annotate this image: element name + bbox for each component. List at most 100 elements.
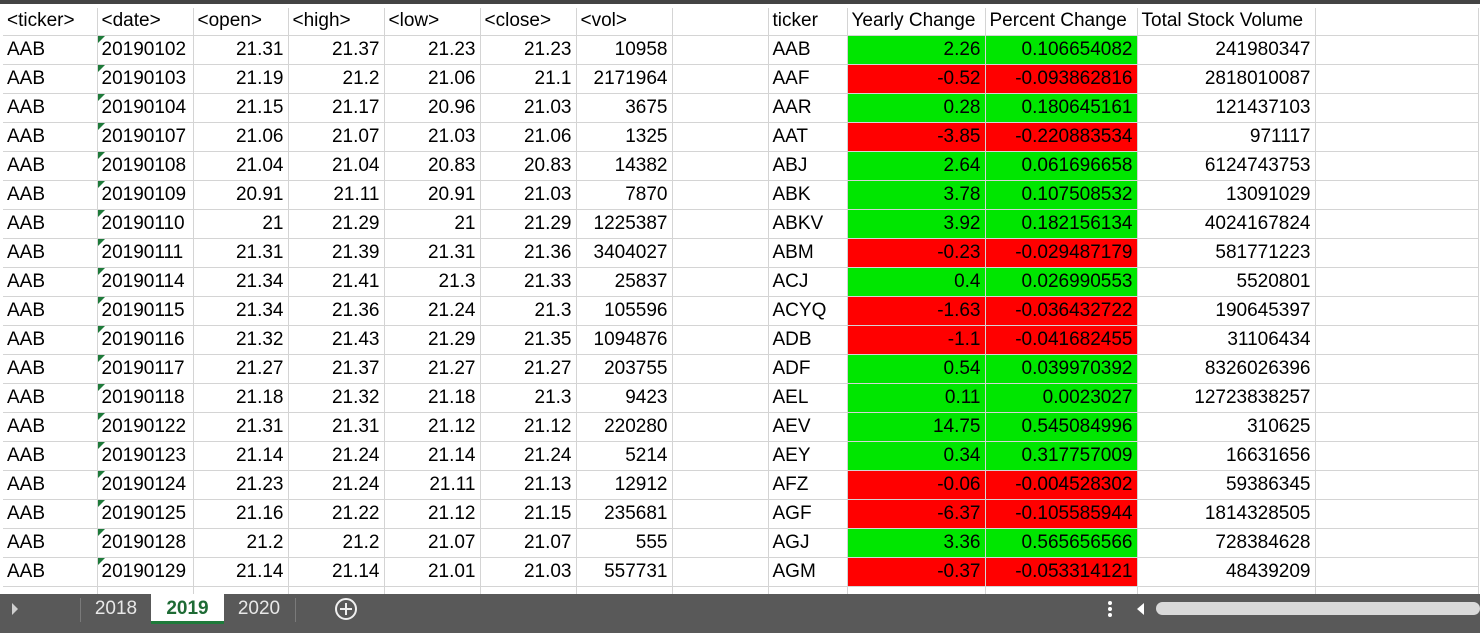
cell[interactable]: 21.12: [384, 412, 481, 442]
cell[interactable]: [768, 586, 848, 594]
cell[interactable]: 21.11: [288, 180, 385, 210]
column-header[interactable]: Yearly Change: [847, 8, 986, 36]
cell[interactable]: 21.3: [384, 267, 481, 297]
cell[interactable]: [1315, 412, 1479, 442]
cell[interactable]: [1315, 586, 1479, 594]
summary-cell[interactable]: 0.28: [847, 93, 986, 123]
summary-cell[interactable]: 59386345: [1137, 470, 1316, 500]
summary-cell[interactable]: 0.026990553: [985, 267, 1138, 297]
cell[interactable]: 7870: [576, 180, 673, 210]
summary-cell[interactable]: 0.061696658: [985, 151, 1138, 181]
summary-cell[interactable]: 0.0023027: [985, 383, 1138, 413]
cell[interactable]: [576, 586, 673, 594]
summary-cell[interactable]: 5520801: [1137, 267, 1316, 297]
cell[interactable]: AAB: [3, 325, 98, 355]
column-header[interactable]: <ticker>: [3, 8, 98, 36]
cell[interactable]: 21.27: [193, 354, 289, 384]
cell[interactable]: 20190103: [97, 64, 194, 94]
summary-cell[interactable]: ABK: [768, 180, 848, 210]
cell[interactable]: 557731: [576, 557, 673, 587]
summary-cell[interactable]: 121437103: [1137, 93, 1316, 123]
summary-cell[interactable]: -0.036432722: [985, 296, 1138, 326]
cell[interactable]: 21.34: [193, 296, 289, 326]
cell[interactable]: 1094876: [576, 325, 673, 355]
cell[interactable]: 20190125: [97, 499, 194, 529]
summary-cell[interactable]: 6124743753: [1137, 151, 1316, 181]
cell[interactable]: 21.06: [384, 64, 481, 94]
cell[interactable]: 20190115: [97, 296, 194, 326]
cell[interactable]: [672, 209, 769, 239]
cell[interactable]: [1315, 238, 1479, 268]
summary-cell[interactable]: 971117: [1137, 122, 1316, 152]
summary-cell[interactable]: 16631656: [1137, 441, 1316, 471]
cell[interactable]: 5214: [576, 441, 673, 471]
summary-cell[interactable]: 4024167824: [1137, 209, 1316, 239]
cell[interactable]: 21.07: [288, 122, 385, 152]
summary-cell[interactable]: -0.093862816: [985, 64, 1138, 94]
column-header[interactable]: <low>: [384, 8, 481, 36]
summary-cell[interactable]: AEV: [768, 412, 848, 442]
cell[interactable]: 21.04: [193, 151, 289, 181]
summary-cell[interactable]: AEY: [768, 441, 848, 471]
summary-cell[interactable]: -0.06: [847, 470, 986, 500]
summary-cell[interactable]: 14.75: [847, 412, 986, 442]
cell[interactable]: 1225387: [576, 209, 673, 239]
cell[interactable]: [672, 528, 769, 558]
cell[interactable]: [1315, 35, 1479, 65]
cell[interactable]: [672, 35, 769, 65]
column-header[interactable]: <open>: [193, 8, 289, 36]
column-header[interactable]: <high>: [288, 8, 385, 36]
summary-cell[interactable]: AGJ: [768, 528, 848, 558]
summary-cell[interactable]: ADF: [768, 354, 848, 384]
summary-cell[interactable]: 0.11: [847, 383, 986, 413]
cell[interactable]: 21.31: [193, 238, 289, 268]
cell[interactable]: [672, 180, 769, 210]
summary-cell[interactable]: 0.107508532: [985, 180, 1138, 210]
summary-cell[interactable]: 12723838257: [1137, 383, 1316, 413]
summary-cell[interactable]: AAF: [768, 64, 848, 94]
cell[interactable]: AAB: [3, 528, 98, 558]
cell[interactable]: 20190102: [97, 35, 194, 65]
cell[interactable]: AAB: [3, 383, 98, 413]
summary-cell[interactable]: 581771223: [1137, 238, 1316, 268]
cell[interactable]: [1315, 499, 1479, 529]
cell[interactable]: 21: [193, 209, 289, 239]
cell[interactable]: [1315, 528, 1479, 558]
cell[interactable]: 14382: [576, 151, 673, 181]
cell[interactable]: 21.23: [193, 470, 289, 500]
summary-cell[interactable]: -0.029487179: [985, 238, 1138, 268]
column-header[interactable]: [672, 8, 769, 36]
sheet-tab-2019[interactable]: 2019: [151, 594, 224, 624]
cell[interactable]: [1315, 557, 1479, 587]
cell[interactable]: 21.17: [288, 93, 385, 123]
summary-cell[interactable]: 0.4: [847, 267, 986, 297]
cell[interactable]: [193, 586, 289, 594]
cell[interactable]: [1315, 296, 1479, 326]
cell[interactable]: 20190123: [97, 441, 194, 471]
cell[interactable]: 21.07: [384, 528, 481, 558]
summary-cell[interactable]: 2.64: [847, 151, 986, 181]
column-header[interactable]: <date>: [97, 8, 194, 36]
cell[interactable]: [672, 557, 769, 587]
column-header[interactable]: Total Stock Volume: [1137, 8, 1316, 36]
cell[interactable]: AAB: [3, 151, 98, 181]
cell[interactable]: 21.36: [480, 238, 577, 268]
summary-cell[interactable]: -6.37: [847, 499, 986, 529]
cell[interactable]: 20190114: [97, 267, 194, 297]
cell[interactable]: 21.18: [384, 383, 481, 413]
cell[interactable]: 555: [576, 528, 673, 558]
cell[interactable]: 20190128: [97, 528, 194, 558]
cell[interactable]: 21.31: [193, 35, 289, 65]
cell[interactable]: [1137, 586, 1316, 594]
summary-cell[interactable]: 2818010087: [1137, 64, 1316, 94]
cell[interactable]: 20190118: [97, 383, 194, 413]
cell[interactable]: 20190124: [97, 470, 194, 500]
cell[interactable]: 21.31: [288, 412, 385, 442]
cell[interactable]: 21.24: [288, 470, 385, 500]
summary-cell[interactable]: 0.106654082: [985, 35, 1138, 65]
cell[interactable]: 20190111: [97, 238, 194, 268]
summary-cell[interactable]: 3.92: [847, 209, 986, 239]
cell[interactable]: [3, 586, 98, 594]
cell[interactable]: 21.19: [193, 64, 289, 94]
cell[interactable]: 21.2: [288, 528, 385, 558]
